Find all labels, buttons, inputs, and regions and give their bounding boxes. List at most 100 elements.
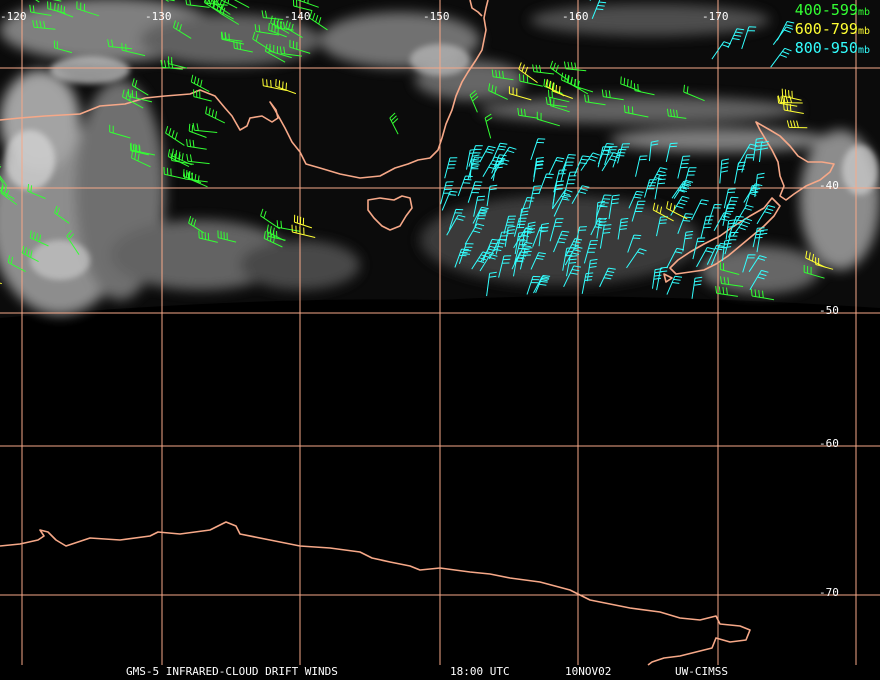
wind-barb <box>612 148 627 168</box>
wind-barb <box>530 252 546 270</box>
wind-barb <box>691 276 703 299</box>
wind-barb <box>666 247 684 269</box>
wind-barb <box>186 139 207 150</box>
wind-barb <box>183 171 208 183</box>
wind-barb <box>623 105 649 118</box>
wind-barb <box>727 28 745 49</box>
wind-barb <box>444 157 458 179</box>
wind-barb <box>599 224 612 249</box>
wind-barb <box>490 159 510 179</box>
wind-barb <box>193 89 212 102</box>
wind-barb <box>266 224 285 242</box>
wind-barb <box>562 247 574 271</box>
wind-barb <box>732 217 753 237</box>
wind-barbs <box>0 0 834 301</box>
wind-barb <box>0 185 18 206</box>
wind-barb <box>549 218 564 242</box>
wind-barb <box>532 226 548 247</box>
wind-barb <box>285 20 303 39</box>
wind-barb <box>213 0 234 20</box>
wind-barb <box>260 208 280 230</box>
wind-barb <box>565 238 583 257</box>
wind-barb <box>516 242 533 262</box>
wind-barb <box>47 1 66 14</box>
wind-barb <box>719 158 729 184</box>
wind-barb <box>205 106 226 124</box>
legend-entry-800-950: 800-950mb <box>794 39 870 57</box>
wind-barb <box>173 20 192 39</box>
wind-barb <box>560 161 574 181</box>
wind-barb <box>479 145 496 163</box>
wind-barb <box>723 188 736 209</box>
wind-barb <box>608 194 620 220</box>
image-caption: GMS-5 INFRARED-CLOUD DRIFT WINDS 18:00 U… <box>0 665 880 680</box>
wind-barb <box>21 245 39 263</box>
wind-barb <box>495 231 509 255</box>
wind-barb <box>513 217 527 237</box>
wind-barb <box>548 89 570 103</box>
wind-barb <box>192 122 218 133</box>
wind-barb <box>700 215 714 239</box>
lon-label: -160 <box>562 10 589 23</box>
lon-label: -140 <box>284 10 311 23</box>
wind-barb <box>76 1 100 17</box>
wind-barb <box>553 194 572 217</box>
wind-barb <box>160 59 183 70</box>
wind-barb <box>473 195 486 217</box>
wind-barb <box>198 230 218 243</box>
wind-barb <box>725 219 736 240</box>
wind-barb <box>122 89 144 109</box>
wind-barb <box>270 15 290 34</box>
wind-barb <box>711 41 731 60</box>
wind-barb <box>267 228 286 241</box>
wind-barb <box>583 240 598 264</box>
wind-barb <box>480 245 498 263</box>
wind-barb <box>292 0 313 12</box>
wind-barb <box>631 200 646 222</box>
wind-barb <box>563 265 581 288</box>
wind-barb <box>752 227 765 248</box>
wind-barb <box>748 255 767 273</box>
wind-barb <box>586 258 598 282</box>
wind-barb <box>491 69 514 81</box>
wind-barb <box>263 231 283 248</box>
wind-barb <box>530 138 546 161</box>
wind-barb <box>574 78 594 93</box>
wind-barb <box>538 173 554 195</box>
wind-barb <box>682 167 697 190</box>
lat-label: -40 <box>819 179 839 192</box>
stewart-island <box>663 273 673 283</box>
wind-barb <box>521 227 533 247</box>
wind-barb <box>759 140 769 163</box>
wind-barb <box>545 96 568 108</box>
lon-label: -170 <box>702 10 729 23</box>
wind-barb <box>815 257 834 270</box>
wind-barb <box>566 255 578 277</box>
wind-barb <box>233 0 250 9</box>
wind-barb <box>482 238 500 262</box>
wind-barb <box>580 152 600 171</box>
wind-barb <box>188 216 205 234</box>
wind-barb <box>571 185 590 204</box>
wind-barb <box>486 184 498 207</box>
wind-barb <box>163 166 185 180</box>
wind-barb <box>666 275 683 295</box>
wind-barb <box>652 202 674 222</box>
wind-barb <box>448 208 464 230</box>
tasmania <box>367 195 413 231</box>
wind-barb <box>66 230 80 255</box>
wind-barb <box>666 201 688 220</box>
wind-barb <box>508 86 532 101</box>
wind-barb <box>107 39 133 50</box>
wind-barb <box>721 239 732 262</box>
caption-time: 18:00 UTC <box>450 665 510 678</box>
wind-barb <box>563 171 578 196</box>
lat-label: -50 <box>819 304 839 317</box>
wind-barb <box>32 20 56 30</box>
wind-barb <box>467 181 483 203</box>
wind-barb <box>262 78 287 91</box>
wind-barb <box>457 175 473 197</box>
wind-barb <box>692 237 706 260</box>
wind-barb <box>597 143 614 165</box>
wind-barb <box>275 78 297 95</box>
